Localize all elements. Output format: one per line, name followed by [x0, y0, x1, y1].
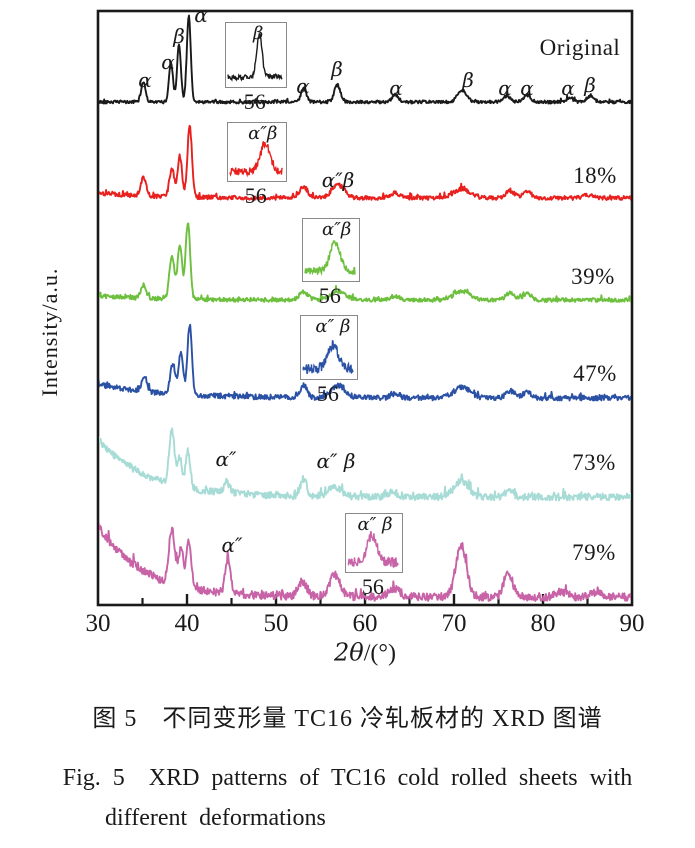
peak-label: α — [561, 76, 575, 100]
caption-chinese: 图 5 不同变形量 TC16 冷轧板材的 XRD 图谱 — [92, 706, 603, 732]
caption-english-line2: different deformations — [105, 805, 326, 831]
peak-label: α — [194, 3, 208, 27]
inset-subtitle: 56 — [318, 283, 341, 308]
xrd-curve-39pct — [99, 222, 631, 303]
x-tick-label: 60 — [352, 610, 378, 637]
inset-curve — [347, 531, 399, 569]
series-label-47pct: 47% — [573, 361, 617, 386]
x-tick-label: 40 — [174, 610, 200, 637]
inset-box: β — [225, 22, 287, 88]
peak-label: β — [584, 73, 596, 97]
inset-curve-path — [347, 531, 399, 569]
series-label-39pct: 39% — [571, 264, 615, 289]
inset-box: α″β — [227, 122, 287, 182]
inset-curve-path — [229, 141, 283, 178]
inset-subtitle: 56 — [243, 89, 266, 114]
xrd-plot-svg — [96, 9, 634, 607]
inset-label: α″ β — [315, 316, 351, 337]
inset-box: α″ β — [345, 513, 403, 573]
x-tick-label: 50 — [263, 610, 289, 637]
inset-box: α″β — [302, 218, 360, 282]
inset-curve — [302, 339, 354, 375]
x-tick-label: 70 — [441, 610, 467, 637]
xrd-curve-47pct — [99, 323, 631, 402]
series-label-original: Original — [539, 35, 621, 60]
x-axis-unit: /(°) — [363, 640, 396, 667]
series-label-79pct: 79% — [572, 540, 616, 565]
peak-label: α — [520, 76, 534, 100]
peak-label: α — [389, 76, 403, 100]
x-tick-label: 90 — [619, 610, 645, 637]
plot-overlay: 30 40 50 60 70 80 90 Original α α β α α β α β α α α β 18% α″β… — [85, 3, 645, 637]
peak-label: β — [462, 68, 474, 92]
series-label-73pct: 73% — [572, 450, 616, 475]
inset-curve — [227, 31, 283, 82]
inset-label: α″ β — [357, 514, 393, 535]
peak-label: α″ — [221, 533, 243, 557]
peak-label: α″ β — [316, 449, 356, 473]
xrd-curve-79pct — [99, 521, 631, 602]
peak-label: α″β — [321, 168, 355, 192]
peak-label: β — [331, 57, 343, 81]
y-axis-label: Intensity/a.u. — [37, 267, 62, 397]
peak-label: β — [173, 24, 185, 48]
inset-curve — [229, 141, 283, 178]
caption-english-line1: Fig. 5 XRD patterns of TC16 cold rolled … — [62, 765, 633, 791]
xrd-curve-original — [99, 14, 631, 105]
inset-label: α″β — [321, 219, 352, 240]
plot-frame — [96, 9, 634, 607]
series-label-18pct: 18% — [573, 163, 617, 188]
inset-curve — [304, 240, 356, 276]
xrd-curve-73pct — [99, 427, 631, 502]
peak-label: α — [138, 68, 152, 92]
peak-label: α — [498, 76, 512, 100]
xrd-curve-18pct — [99, 124, 631, 201]
x-axis-title: 2θ/(°) — [334, 639, 396, 668]
inset-subtitle: 56 — [316, 381, 339, 406]
x-tick-label: 30 — [85, 610, 111, 637]
peak-label: α — [296, 74, 310, 98]
inset-box: α″ β — [300, 315, 358, 380]
peak-label: α — [161, 50, 175, 74]
x-axis-variable: 2θ — [334, 638, 364, 667]
inset-curve-path — [227, 31, 283, 82]
inset-curve-path — [302, 339, 354, 375]
inset-curve-path — [304, 240, 356, 276]
x-tick-label: 80 — [530, 610, 556, 637]
inset-subtitle: 56 — [244, 183, 267, 208]
inset-subtitle: 56 — [361, 574, 384, 599]
inset-label: α″β — [248, 123, 278, 144]
peak-label: α″ — [215, 447, 237, 471]
inset-label: β — [253, 23, 264, 44]
